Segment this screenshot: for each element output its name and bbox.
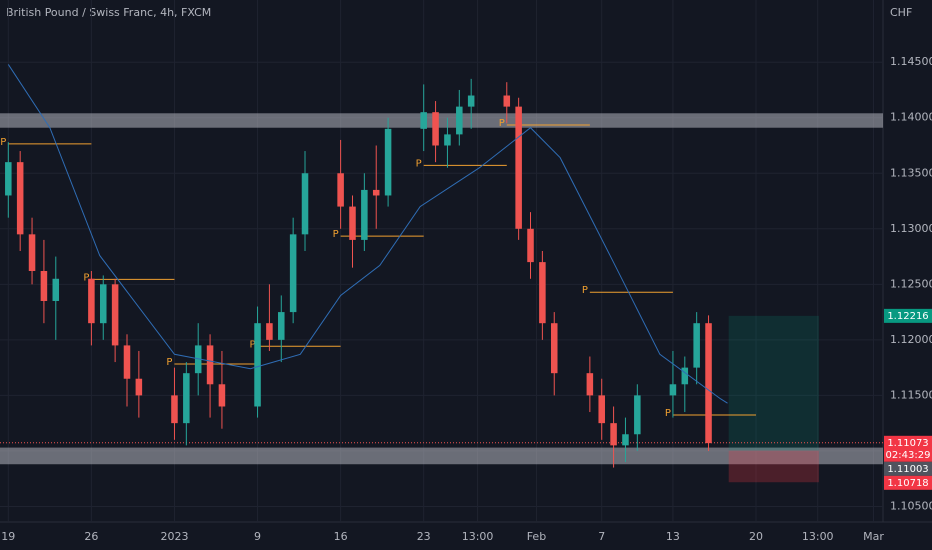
candle-body: [52, 278, 60, 301]
candle-body: [123, 345, 131, 379]
candle-body: [111, 284, 119, 346]
candle-body: [16, 162, 24, 235]
x-tick-label: 23: [417, 530, 431, 543]
y-tick-label: 1.12500: [890, 277, 932, 290]
candle-body: [278, 312, 285, 340]
x-tick-label: 19: [1, 530, 15, 543]
pivot-label: P: [582, 285, 588, 296]
pivot-label: P: [83, 272, 89, 283]
candle-body: [705, 323, 712, 444]
candle-body: [254, 323, 261, 407]
candle-body: [515, 106, 522, 229]
candle-body: [550, 323, 558, 374]
pivot-label: P: [250, 339, 256, 350]
y-tick-label: 1.14500: [890, 55, 932, 68]
x-tick-label: 9: [254, 530, 261, 543]
x-tick-label: 20: [749, 530, 763, 543]
x-tick-label: 7: [598, 530, 605, 543]
y-tick-label: 1.11500: [890, 388, 932, 401]
price-label-box: [884, 435, 932, 462]
candle-body: [135, 378, 143, 396]
candle-body: [527, 228, 534, 263]
candle-body: [301, 173, 309, 235]
position-target-area: [728, 315, 819, 451]
x-tick-label: 13:00: [462, 530, 494, 543]
pivot-label: P: [0, 137, 6, 148]
y-tick-label: 1.14000: [890, 111, 932, 124]
x-tick-label: 16: [334, 530, 348, 543]
pivot-label: P: [166, 357, 172, 368]
candle-body: [361, 189, 368, 240]
candle-body: [5, 162, 12, 196]
y-tick-label: 1.13000: [890, 222, 932, 235]
candle-body: [337, 173, 344, 207]
candle-body: [349, 206, 356, 240]
pivot-label: P: [499, 118, 505, 129]
zone: [0, 113, 883, 128]
candle-body: [289, 234, 297, 313]
candle-body: [171, 395, 178, 424]
candle-body: [28, 234, 36, 271]
candle-body: [598, 395, 605, 424]
x-tick-label: 13:00: [802, 530, 834, 543]
y-tick-label: 1.12000: [890, 333, 932, 346]
candle-body: [266, 323, 273, 340]
x-tick-label: Feb: [527, 530, 546, 543]
y-tick-label: 1.10500: [890, 499, 932, 512]
candle-body: [586, 373, 594, 396]
price-label-box: [884, 461, 932, 476]
candle-body: [669, 384, 677, 396]
candle-body: [99, 284, 107, 324]
candle-body: [622, 434, 629, 446]
x-tick-label: 13: [666, 530, 680, 543]
pivot-label: P: [665, 408, 671, 419]
price-label: 1.10718: [887, 478, 928, 489]
candle-body: [432, 112, 439, 146]
pivot-label: P: [416, 158, 422, 169]
candle-body: [206, 345, 214, 385]
candle-body: [539, 262, 546, 324]
chart-title: British Pound / Swiss Franc, 4h, FXCM: [6, 6, 211, 19]
price-label: 1.11073: [887, 438, 928, 449]
zone: [0, 447, 883, 465]
candle-body: [681, 367, 689, 385]
candle-body: [420, 112, 427, 129]
price-label-box: [884, 475, 932, 490]
candle-body: [384, 128, 392, 196]
candle-body: [444, 134, 451, 146]
price-label: 1.12216: [887, 311, 928, 322]
pivot-label: P: [333, 229, 339, 240]
candle-body: [183, 373, 190, 424]
candle-body: [610, 423, 617, 446]
candle-body: [372, 189, 380, 196]
candle-body: [88, 278, 95, 324]
moving-average-line: [7, 64, 728, 404]
candle-body: [634, 395, 641, 435]
price-label: 1.11003: [887, 464, 928, 475]
candle-body: [218, 384, 226, 407]
y-tick-label: 1.13500: [890, 166, 932, 179]
candle-body: [503, 95, 511, 107]
candle-body: [456, 106, 463, 135]
candle-body: [467, 95, 475, 107]
candle-body: [693, 323, 700, 368]
x-tick-label: 26: [84, 530, 98, 543]
position-stop-area: [728, 450, 819, 483]
price-countdown: 02:43:29: [886, 450, 931, 461]
x-tick-label: Mar: [863, 530, 884, 543]
candle-body: [40, 270, 48, 301]
y-axis-label: CHF: [890, 6, 912, 19]
x-tick-label: 2023: [160, 530, 188, 543]
price-label-box: [884, 308, 932, 323]
